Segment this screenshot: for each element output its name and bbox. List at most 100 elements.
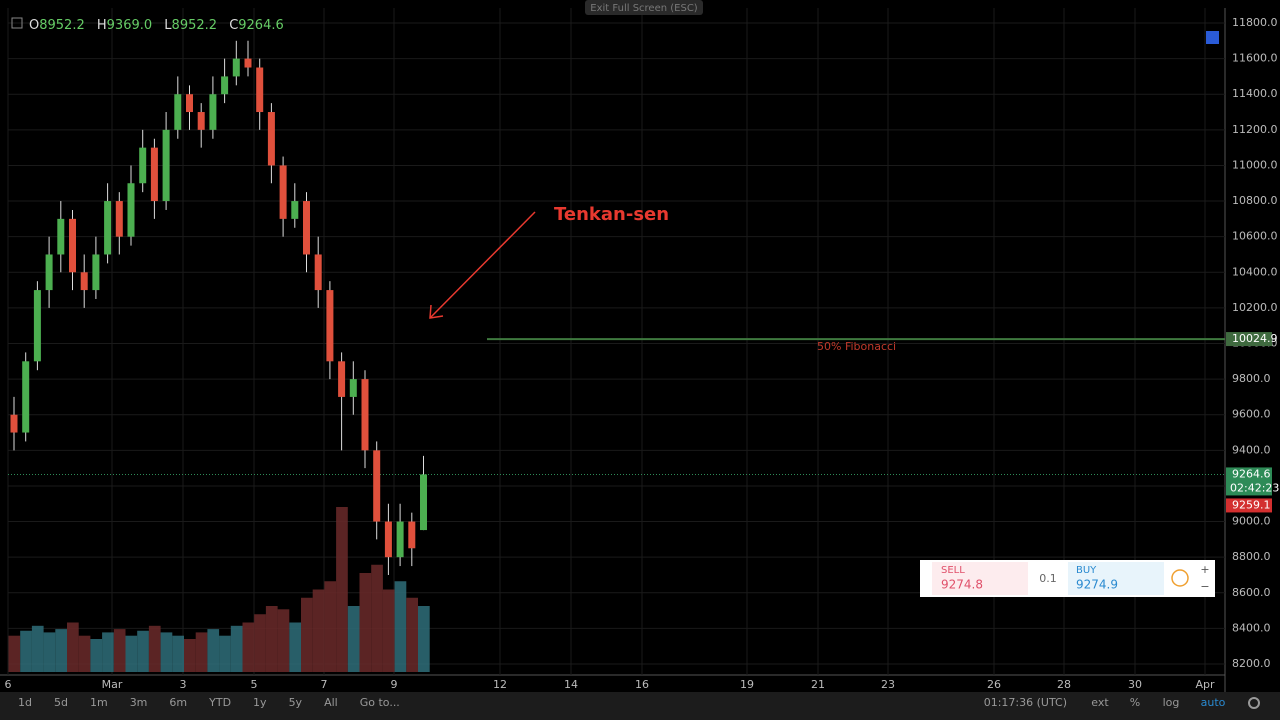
y-tick-label: 11400.0 [1232, 87, 1278, 100]
fib-price-tag [1226, 332, 1272, 347]
toggle-button[interactable]: auto [1201, 696, 1226, 709]
toggle-button[interactable]: ext [1091, 696, 1109, 709]
trade-panel: SELL 9274.8 0.1 BUY 9274.9 + − [920, 560, 1215, 597]
x-tick-label: 30 [1128, 678, 1142, 691]
candle-body [80, 272, 88, 291]
y-tick-label: 8800.0 [1232, 550, 1271, 563]
y-tick-label: 10800.0 [1232, 194, 1278, 207]
volume-bar [113, 629, 126, 672]
toolbar-button[interactable]: 3m [130, 696, 148, 709]
candle-body [314, 254, 322, 291]
settings-icon[interactable] [1206, 31, 1219, 44]
candle-body [420, 474, 427, 531]
candle-body [338, 361, 346, 397]
volume-bar [8, 635, 21, 672]
y-tick-label: 9800.0 [1232, 372, 1271, 385]
x-tick-label: 28 [1057, 678, 1071, 691]
volume-bar [289, 622, 301, 672]
volume-bar [184, 639, 196, 672]
bid-price-tag [1226, 498, 1272, 513]
y-tick-label: 8200.0 [1232, 657, 1271, 670]
clock: 01:17:36 (UTC) [984, 696, 1067, 709]
y-tick-label: 8600.0 [1232, 586, 1271, 599]
minus-icon[interactable]: − [1200, 580, 1209, 593]
volume-bar [242, 622, 255, 672]
h-value: 9369.0 [107, 18, 153, 33]
volume-bar [371, 564, 383, 672]
l-label: L [164, 18, 172, 33]
settings-gear[interactable] [1248, 697, 1260, 709]
x-tick-label: 21 [811, 678, 825, 691]
candle-body [396, 521, 404, 558]
quantity[interactable]: 0.1 [1039, 572, 1057, 585]
candle-body [115, 201, 123, 237]
toolbar-button[interactable]: 6m [169, 696, 187, 709]
countdown: 02:42:23 [1230, 481, 1279, 494]
y-tick-label: 10600.0 [1232, 230, 1278, 243]
toolbar-button[interactable]: 1m [90, 696, 108, 709]
fullscreen-hint[interactable]: Exit Full Screen (ESC) [590, 3, 698, 14]
buy-label: BUY [1076, 565, 1097, 576]
x-tick-label: 19 [740, 678, 754, 691]
volume-bar [230, 625, 243, 672]
arrow-head [429, 304, 444, 319]
fullscreen-hint-bg[interactable] [585, 0, 703, 15]
volume-bar [359, 573, 372, 672]
x-tick-label: Apr [1195, 678, 1215, 691]
candle-body [57, 218, 65, 255]
candle-body [45, 254, 53, 291]
candle-body [256, 67, 264, 113]
toggle-button[interactable]: log [1163, 696, 1180, 709]
candle-body [408, 521, 416, 549]
volume-bar [43, 632, 56, 672]
candle-body [22, 361, 30, 433]
collapse-icon[interactable] [11, 17, 23, 29]
candle-body [127, 183, 135, 237]
volume-bar [148, 625, 161, 672]
h-label: H [97, 18, 107, 33]
sell-button[interactable] [932, 562, 1028, 595]
candle-body [303, 201, 310, 255]
toolbar-button[interactable]: 1d [18, 696, 32, 709]
toolbar-button[interactable]: YTD [208, 696, 231, 709]
x-tick-label: 6 [5, 678, 12, 691]
candle-body [209, 94, 217, 130]
ohlc-header: O8952.2 H9369.0 L8952.2 C9264.6 [29, 18, 284, 33]
toolbar-button[interactable]: 5d [54, 696, 68, 709]
l-value: 8952.2 [172, 18, 218, 33]
o-value: 8952.2 [39, 18, 85, 33]
volume-bar [31, 625, 44, 672]
volume-bar [324, 581, 337, 672]
candle-body [150, 147, 158, 202]
candle-body [174, 94, 182, 130]
x-tick-label: 5 [251, 678, 258, 691]
annotation-arrow [429, 211, 536, 319]
sell-price: 9274.8 [941, 578, 983, 592]
y-tick-label: 8400.0 [1232, 621, 1271, 634]
y-tick-label: 11600.0 [1232, 52, 1278, 65]
volume-bar [394, 581, 407, 672]
toolbar-button[interactable]: 1y [253, 696, 267, 709]
plus-icon[interactable]: + [1200, 563, 1209, 576]
volume-bar [207, 629, 220, 672]
annotation: Tenkan-sen [554, 204, 669, 225]
volume-bar [67, 622, 79, 672]
toolbar-button[interactable]: All [324, 696, 338, 709]
volume-bar [382, 589, 395, 672]
y-tick-label: 9000.0 [1232, 515, 1271, 528]
volume-bar [219, 635, 231, 672]
o-label: O [29, 18, 39, 33]
candle-body [349, 379, 357, 397]
y-tick-label: 11200.0 [1232, 123, 1278, 136]
toggle-button[interactable]: % [1130, 696, 1140, 709]
y-tick-label: 9600.0 [1232, 408, 1271, 421]
toolbar-button[interactable]: Go to... [360, 696, 400, 709]
candle-body [197, 112, 205, 130]
y-tick-label: 9400.0 [1232, 443, 1271, 456]
c-label: C [229, 18, 238, 33]
buy-button[interactable] [1068, 562, 1164, 595]
candle-body [10, 414, 18, 433]
toolbar-button[interactable]: 5y [289, 696, 303, 709]
info-icon[interactable] [1171, 569, 1189, 587]
volume-bar [160, 632, 173, 672]
